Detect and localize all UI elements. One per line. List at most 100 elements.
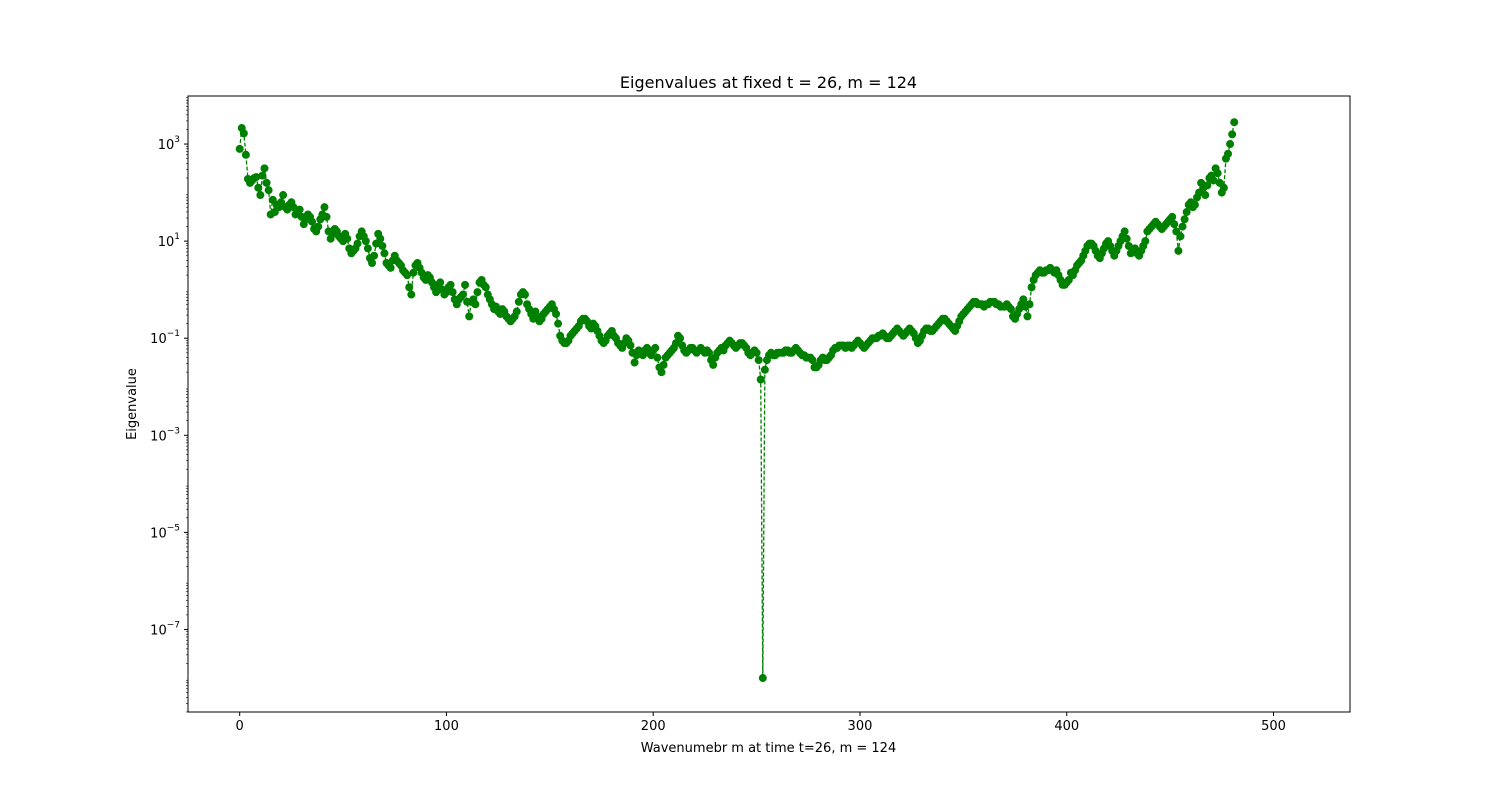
data-point [676, 334, 685, 343]
data-point [376, 234, 385, 243]
data-point [436, 278, 445, 287]
data-point [659, 360, 668, 369]
data-point [1219, 183, 1228, 192]
data-point [432, 288, 441, 297]
data-point [448, 288, 457, 297]
y-tick-label: 10−7 [150, 620, 180, 638]
y-axis-label: Eigenvalue [125, 368, 140, 440]
data-point [630, 358, 639, 367]
data-point [1168, 212, 1177, 221]
data-point [808, 356, 817, 365]
data-point [260, 164, 269, 173]
data-point [1174, 246, 1183, 255]
data-point [514, 297, 523, 306]
data-point [554, 319, 563, 328]
data-point [239, 129, 248, 138]
data-point [1006, 305, 1015, 314]
data-point [1141, 237, 1150, 246]
data-point [760, 365, 769, 374]
x-tick-label: 500 [1261, 719, 1286, 734]
data-point [264, 186, 273, 195]
data-point [481, 283, 490, 292]
data-point [256, 191, 265, 200]
data-point [465, 312, 474, 321]
x-tick-label: 300 [848, 719, 873, 734]
data-point [368, 258, 377, 267]
data-point [320, 203, 329, 212]
x-tick-label: 200 [641, 719, 666, 734]
y-tick-label: 10−3 [150, 426, 180, 444]
data-point [295, 205, 304, 214]
data-point [756, 375, 765, 384]
data-point [262, 178, 271, 187]
data-point [446, 280, 455, 289]
data-point [1180, 215, 1189, 224]
data-point [258, 171, 267, 180]
data-point [1023, 312, 1032, 321]
data-point [322, 212, 331, 221]
data-point [657, 368, 666, 377]
data-point [1176, 232, 1185, 241]
data-point [1226, 140, 1235, 149]
data-point [1201, 191, 1210, 200]
data-point [279, 191, 288, 200]
x-tick-label: 400 [1054, 719, 1079, 734]
data-point [1027, 283, 1036, 292]
data-point [386, 263, 395, 272]
data-point [1230, 118, 1239, 127]
data-point [1203, 181, 1212, 190]
data-point [512, 307, 521, 316]
data-point [241, 150, 250, 159]
data-point [752, 348, 761, 357]
data-point [380, 249, 389, 258]
data-point [407, 290, 416, 299]
data-point [754, 356, 763, 365]
y-tick-label: 10−5 [150, 523, 180, 541]
series-layer [235, 118, 1239, 683]
data-point [353, 239, 362, 248]
chart-title: Eigenvalues at fixed t = 26, m = 124 [620, 73, 917, 92]
data-point [1170, 220, 1179, 229]
data-point [653, 353, 662, 362]
data-point [1025, 300, 1034, 309]
data-point [705, 348, 714, 357]
data-point [521, 290, 530, 299]
plot-frame [187, 95, 1351, 713]
data-point [1122, 234, 1131, 243]
data-point [1228, 130, 1237, 139]
data-point [343, 234, 352, 243]
data-point [1178, 222, 1187, 231]
data-point [471, 300, 480, 309]
data-point [1019, 295, 1028, 304]
y-tick-label: 101 [158, 232, 180, 250]
data-point [405, 283, 414, 292]
data-point [363, 244, 372, 253]
data-point [409, 268, 418, 277]
data-point [473, 288, 482, 297]
data-point [235, 144, 244, 153]
data-point [252, 173, 261, 182]
data-point [370, 251, 379, 260]
y-tick-label: 10−1 [150, 329, 180, 347]
data-point [552, 309, 561, 318]
data-point [709, 360, 718, 369]
data-point [1182, 208, 1191, 217]
data-point [1224, 149, 1233, 158]
data-point [758, 674, 767, 683]
axes-layer: 0 100 200 300 400 500 103 101 10−1 10−3 10−5 10−7 [150, 97, 1286, 734]
data-point [1190, 200, 1199, 209]
x-axis-label: Wavenumebr m at time t=26, m = 124 [641, 741, 896, 756]
data-point [308, 217, 317, 226]
y-tick-label: 103 [158, 135, 180, 153]
data-point [626, 341, 635, 350]
data-point [378, 242, 387, 250]
data-point [651, 343, 660, 352]
data-point [254, 183, 263, 192]
data-point [1213, 169, 1222, 178]
data-point [403, 271, 412, 280]
x-tick-label: 100 [434, 719, 459, 734]
data-point [361, 237, 370, 246]
data-point [461, 280, 470, 289]
